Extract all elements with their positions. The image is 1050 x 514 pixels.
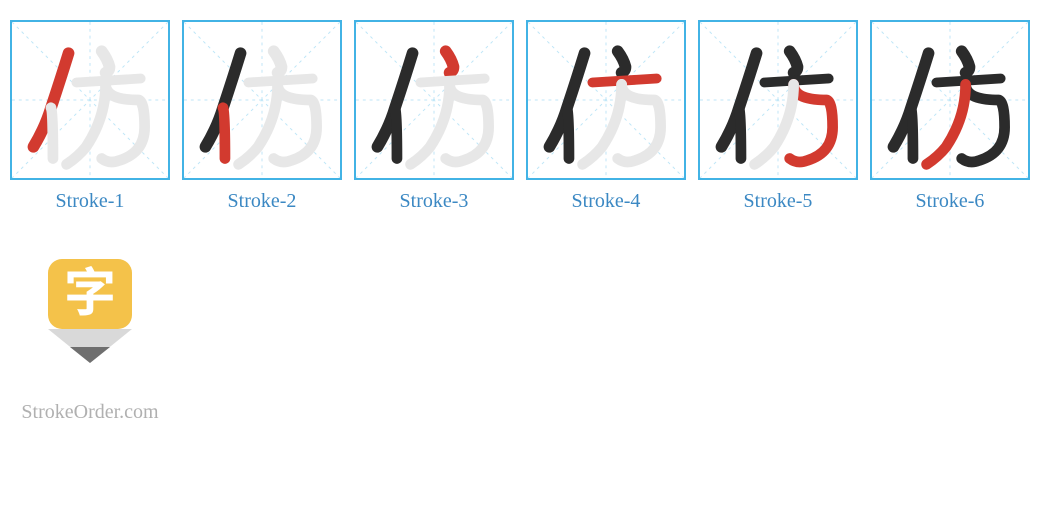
stroke-tile — [870, 20, 1030, 180]
stroke-caption: Stroke-4 — [572, 190, 641, 213]
stroke-cell: Stroke-6 — [870, 20, 1030, 213]
stroke-cell: Stroke-4 — [526, 20, 686, 213]
stroke-cell: Stroke-1 — [10, 20, 170, 213]
stroke-caption: Stroke-3 — [400, 190, 469, 213]
stroke-tile — [698, 20, 858, 180]
logo-char-icon: 字 — [64, 251, 116, 326]
stroke-caption: Stroke-6 — [916, 190, 985, 213]
stroke-tile — [526, 20, 686, 180]
stroke-cell: Stroke-3 — [354, 20, 514, 213]
stroke-grid: Stroke-1 Stroke-2 Stroke-3 — [10, 20, 1040, 424]
stroke-tile — [10, 20, 170, 180]
site-caption: StrokeOrder.com — [21, 401, 158, 424]
stroke-cell: Stroke-5 — [698, 20, 858, 213]
site-logo: 字 — [10, 231, 170, 391]
stroke-caption: Stroke-2 — [228, 190, 297, 213]
stroke-caption: Stroke-1 — [56, 190, 125, 213]
stroke-caption: Stroke-5 — [744, 190, 813, 213]
stroke-cell: Stroke-2 — [182, 20, 342, 213]
logo-cell: 字 StrokeOrder.com — [10, 231, 170, 424]
stroke-tile — [354, 20, 514, 180]
stroke-tile — [182, 20, 342, 180]
